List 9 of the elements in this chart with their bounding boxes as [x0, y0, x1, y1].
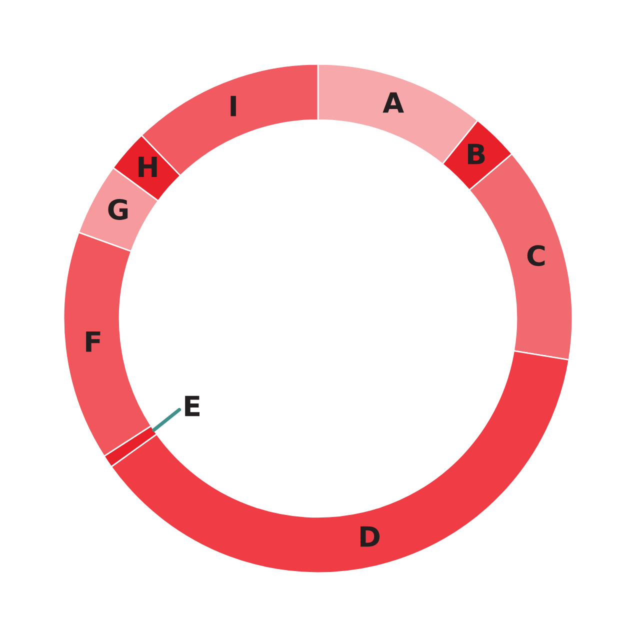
slice-label: A — [382, 92, 404, 113]
slice-label: E — [185, 396, 200, 416]
slice-label: I — [230, 96, 236, 116]
slice-label: C — [527, 245, 545, 266]
slice-label: G — [108, 198, 128, 220]
slice-label: H — [138, 156, 157, 177]
slice-label: B — [468, 144, 485, 164]
slice-label: F — [86, 331, 100, 352]
slice-label: D — [360, 526, 380, 547]
